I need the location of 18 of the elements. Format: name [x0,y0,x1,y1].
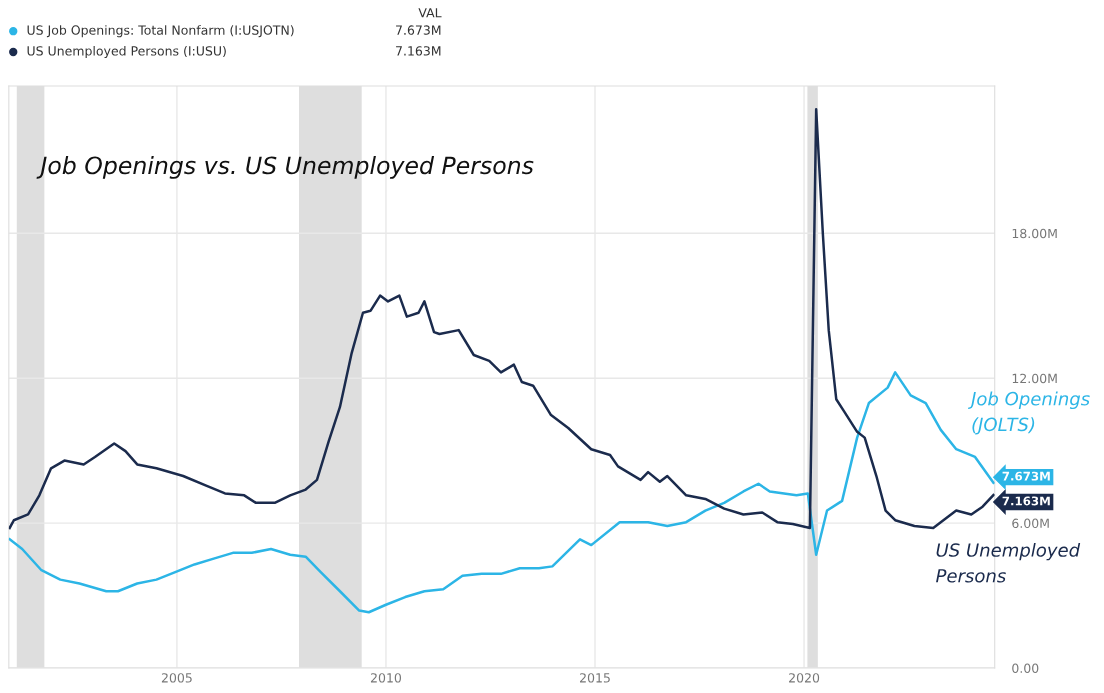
data-label: 7.673M [1002,471,1050,481]
legend-label: US Unemployed Persons (I:USU) [27,45,226,59]
x-tick-label: 2020 [789,673,820,683]
text: Job Openings vs. US Unemployed Persons [36,156,534,179]
y-tick-label: 0.00 [1012,663,1039,673]
text: 7.163M [396,46,441,56]
y-tick-label: 12.00M [1012,373,1057,384]
y-tick-label: 18.00M [1012,228,1057,239]
annotation: US Unemployed Persons [936,542,1081,583]
legend-title: VAL [418,8,442,18]
legend-label: US Job Openings: Total Nonfarm (I:USJOTN) [27,25,294,38]
x-tick-label: 2005 [161,673,192,683]
y-tick-label: 6.00M [1012,518,1049,529]
data-label: 7.163M [1002,496,1050,506]
annotation: Job Openings (JOLTS) [968,391,1090,435]
x-tick-label: 2010 [370,673,402,683]
text: 7.673M [396,25,441,35]
x-tick-label: 2015 [580,673,610,683]
